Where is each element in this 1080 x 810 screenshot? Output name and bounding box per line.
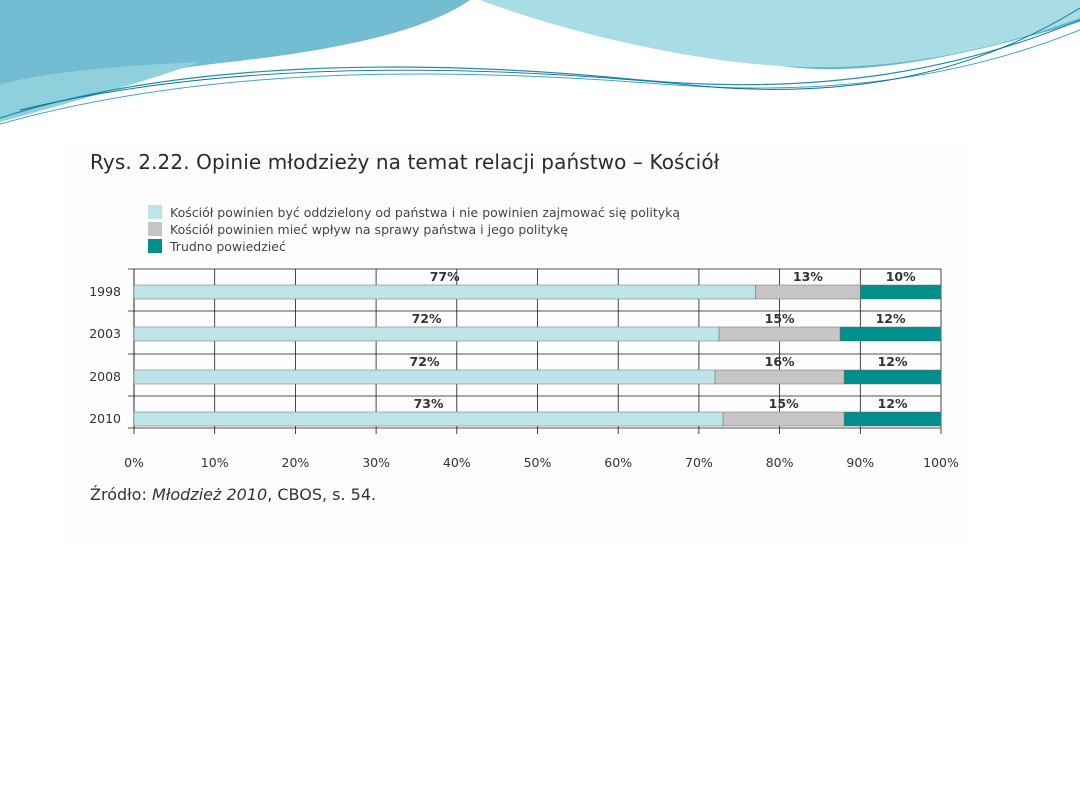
source-prefix: Źródło:	[90, 485, 152, 504]
x-tick-label: 50%	[524, 455, 552, 470]
x-tick-label: 100%	[923, 455, 959, 470]
data-label-influence-2008: 16%	[765, 354, 795, 369]
x-tick-label: 60%	[604, 455, 632, 470]
data-label-separate-2010: 73%	[414, 396, 444, 411]
figure-panel	[66, 147, 964, 541]
bar-influence-2003	[718, 326, 841, 342]
wave-light-band	[480, 0, 1080, 68]
chart-source: Źródło: Młodzież 2010, CBOS, s. 54.	[90, 485, 376, 504]
bar-dont-know-2010	[843, 411, 942, 427]
x-tick-label: 30%	[362, 455, 390, 470]
data-label-influence-2003: 15%	[765, 311, 795, 326]
x-tick-label: 20%	[282, 455, 310, 470]
data-label-dont-know-1998: 10%	[886, 269, 916, 284]
data-label-separate-1998: 77%	[430, 269, 460, 284]
bar-separate-2003	[133, 326, 720, 342]
wave-dark-left	[0, 0, 470, 108]
source-title: Młodzież 2010	[151, 485, 268, 504]
bar-influence-2010	[722, 411, 845, 427]
x-tick-label: 0%	[124, 455, 144, 470]
x-tick-label: 80%	[766, 455, 794, 470]
x-tick-label: 40%	[443, 455, 471, 470]
legend-label-dont-know: Trudno powiedzieć	[169, 239, 286, 254]
category-label-1998: 1998	[89, 284, 121, 299]
data-label-dont-know-2008: 12%	[878, 354, 908, 369]
data-label-influence-2010: 15%	[769, 396, 799, 411]
bar-separate-1998	[133, 284, 756, 300]
bar-dont-know-2008	[843, 369, 942, 385]
data-label-separate-2008: 72%	[410, 354, 440, 369]
x-tick-label: 10%	[201, 455, 229, 470]
x-tick-label: 70%	[685, 455, 713, 470]
bar-dont-know-1998	[860, 284, 942, 300]
data-label-dont-know-2003: 12%	[876, 311, 906, 326]
chart-title: Rys. 2.22. Opinie młodzieży na temat rel…	[90, 150, 720, 174]
legend-label-influence: Kościół powinien mieć wpływ na sprawy pa…	[170, 222, 568, 237]
data-label-influence-1998: 13%	[793, 269, 823, 284]
legend-label-separate: Kościół powinien być oddzielony od państ…	[170, 205, 680, 220]
bar-separate-2008	[133, 369, 716, 385]
bar-separate-2010	[133, 411, 724, 427]
wave-line-2	[0, 29, 1080, 125]
legend-swatch-influence	[148, 222, 162, 236]
category-label-2003: 2003	[89, 326, 121, 341]
bar-influence-2008	[714, 369, 845, 385]
source-suffix: , CBOS, s. 54.	[267, 485, 377, 504]
bar-influence-1998	[755, 284, 861, 300]
category-label-2010: 2010	[89, 411, 121, 426]
x-tick-label: 90%	[846, 455, 874, 470]
bars-layer	[133, 284, 942, 427]
legend-swatch-dont-know	[148, 239, 162, 253]
header-wave-decoration	[0, 0, 1080, 125]
category-label-2008: 2008	[89, 369, 121, 384]
data-label-dont-know-2010: 12%	[878, 396, 908, 411]
labels-layer: 0% 10% 20% 30% 40% 50% 60% 70% 80% 90% 100% 77% 13% 1…	[89, 269, 959, 470]
bar-dont-know-2003	[839, 326, 942, 342]
legend-swatch-separate	[148, 205, 162, 219]
wave-line-1	[0, 19, 1080, 119]
data-label-separate-2003: 72%	[412, 311, 442, 326]
wave-line-3	[19, 7, 1080, 111]
